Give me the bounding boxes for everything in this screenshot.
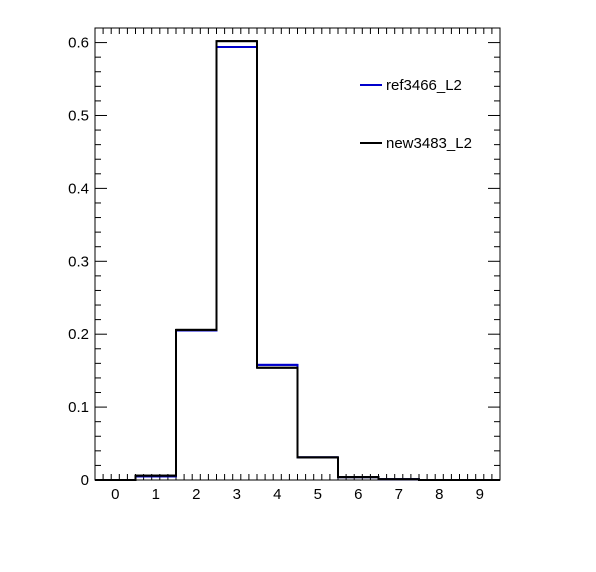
legend-entry: ref3466_L2	[360, 77, 462, 94]
x-tick-label: 7	[395, 486, 403, 503]
y-tick-label: 0.5	[68, 107, 89, 124]
x-tick-label: 0	[111, 486, 119, 503]
x-tick-label: 3	[233, 486, 241, 503]
x-tick-label: 1	[152, 486, 160, 503]
y-tick-label: 0.1	[68, 399, 89, 416]
series-line-new3483_L2	[95, 40, 500, 481]
x-tick-label: 5	[314, 486, 322, 503]
series-new3483_L2	[95, 40, 500, 481]
legend-label: ref3466_L2	[386, 77, 462, 94]
legend-entry: new3483_L2	[360, 135, 472, 152]
x-tick-label: 6	[354, 486, 362, 503]
y-tick-label: 0.4	[68, 180, 89, 197]
x-tick-label: 8	[435, 486, 443, 503]
y-tick-label: 0	[81, 472, 89, 489]
x-tick-label: 4	[273, 486, 281, 503]
x-tick-label: 2	[192, 486, 200, 503]
y-tick-label: 0.6	[68, 35, 89, 52]
legend-label: new3483_L2	[386, 135, 472, 152]
y-tick-label: 0.3	[68, 253, 89, 270]
y-tick-label: 0.2	[68, 326, 89, 343]
x-tick-label: 9	[476, 486, 484, 503]
